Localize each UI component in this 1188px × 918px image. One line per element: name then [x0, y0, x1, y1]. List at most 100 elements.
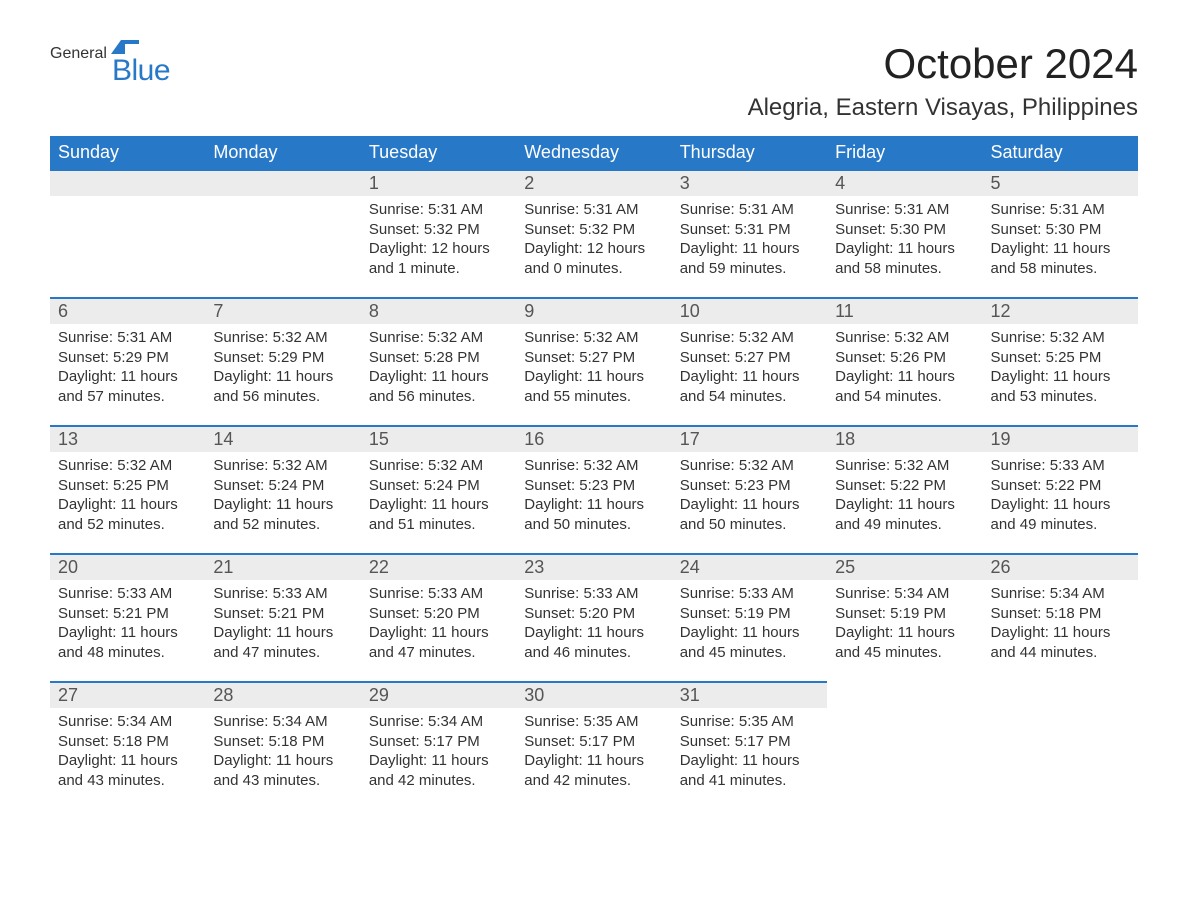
day-number: 23	[516, 553, 671, 580]
sunset-text: Sunset: 5:29 PM	[58, 348, 197, 368]
day-number: 29	[361, 681, 516, 708]
sunset-text: Sunset: 5:25 PM	[58, 476, 197, 496]
calendar-day-cell: 12Sunrise: 5:32 AMSunset: 5:25 PMDayligh…	[983, 297, 1138, 425]
daylight-text-line2: and 43 minutes.	[58, 771, 197, 791]
day-details: Sunrise: 5:35 AMSunset: 5:17 PMDaylight:…	[672, 708, 827, 798]
daylight-text-line1: Daylight: 11 hours	[680, 751, 819, 771]
sunrise-text: Sunrise: 5:32 AM	[369, 456, 508, 476]
daylight-text-line1: Daylight: 11 hours	[213, 751, 352, 771]
calendar-day-cell: 14Sunrise: 5:32 AMSunset: 5:24 PMDayligh…	[205, 425, 360, 553]
day-details: Sunrise: 5:32 AMSunset: 5:27 PMDaylight:…	[516, 324, 671, 414]
calendar-day-cell: 2Sunrise: 5:31 AMSunset: 5:32 PMDaylight…	[516, 169, 671, 297]
calendar-day-cell: 22Sunrise: 5:33 AMSunset: 5:20 PMDayligh…	[361, 553, 516, 681]
calendar-day-cell: 5Sunrise: 5:31 AMSunset: 5:30 PMDaylight…	[983, 169, 1138, 297]
daylight-text-line2: and 47 minutes.	[369, 643, 508, 663]
calendar-day-cell: 4Sunrise: 5:31 AMSunset: 5:30 PMDaylight…	[827, 169, 982, 297]
day-number: 15	[361, 425, 516, 452]
day-number: 12	[983, 297, 1138, 324]
daylight-text-line2: and 52 minutes.	[58, 515, 197, 535]
day-header: Thursday	[672, 136, 827, 169]
sunset-text: Sunset: 5:23 PM	[524, 476, 663, 496]
day-number: 11	[827, 297, 982, 324]
calendar-week-row: 20Sunrise: 5:33 AMSunset: 5:21 PMDayligh…	[50, 553, 1138, 681]
day-details: Sunrise: 5:33 AMSunset: 5:21 PMDaylight:…	[205, 580, 360, 670]
daylight-text-line1: Daylight: 11 hours	[58, 495, 197, 515]
day-number: 5	[983, 169, 1138, 196]
sunset-text: Sunset: 5:23 PM	[680, 476, 819, 496]
daylight-text-line2: and 54 minutes.	[680, 387, 819, 407]
calendar-day-cell: 15Sunrise: 5:32 AMSunset: 5:24 PMDayligh…	[361, 425, 516, 553]
day-header: Sunday	[50, 136, 205, 169]
logo: General Blue	[50, 40, 170, 86]
sunset-text: Sunset: 5:25 PM	[991, 348, 1130, 368]
daylight-text-line2: and 0 minutes.	[524, 259, 663, 279]
day-header: Friday	[827, 136, 982, 169]
sunset-text: Sunset: 5:21 PM	[213, 604, 352, 624]
day-number: 4	[827, 169, 982, 196]
day-details: Sunrise: 5:33 AMSunset: 5:19 PMDaylight:…	[672, 580, 827, 670]
day-details: Sunrise: 5:32 AMSunset: 5:22 PMDaylight:…	[827, 452, 982, 542]
calendar-day-cell: 9Sunrise: 5:32 AMSunset: 5:27 PMDaylight…	[516, 297, 671, 425]
day-number	[205, 169, 360, 196]
daylight-text-line2: and 56 minutes.	[213, 387, 352, 407]
calendar-week-row: 1Sunrise: 5:31 AMSunset: 5:32 PMDaylight…	[50, 169, 1138, 297]
sunrise-text: Sunrise: 5:31 AM	[680, 200, 819, 220]
calendar-day-cell: 23Sunrise: 5:33 AMSunset: 5:20 PMDayligh…	[516, 553, 671, 681]
daylight-text-line1: Daylight: 11 hours	[835, 623, 974, 643]
sunrise-text: Sunrise: 5:32 AM	[524, 456, 663, 476]
calendar-day-cell: 7Sunrise: 5:32 AMSunset: 5:29 PMDaylight…	[205, 297, 360, 425]
sunset-text: Sunset: 5:19 PM	[835, 604, 974, 624]
sunrise-text: Sunrise: 5:33 AM	[991, 456, 1130, 476]
daylight-text-line2: and 57 minutes.	[58, 387, 197, 407]
daylight-text-line1: Daylight: 11 hours	[991, 239, 1130, 259]
daylight-text-line2: and 41 minutes.	[680, 771, 819, 791]
calendar-day-cell: 26Sunrise: 5:34 AMSunset: 5:18 PMDayligh…	[983, 553, 1138, 681]
calendar-day-cell: 17Sunrise: 5:32 AMSunset: 5:23 PMDayligh…	[672, 425, 827, 553]
calendar-header: SundayMondayTuesdayWednesdayThursdayFrid…	[50, 136, 1138, 169]
calendar-week-row: 6Sunrise: 5:31 AMSunset: 5:29 PMDaylight…	[50, 297, 1138, 425]
calendar-day-cell	[983, 681, 1138, 809]
sunrise-text: Sunrise: 5:32 AM	[524, 328, 663, 348]
calendar-day-cell: 25Sunrise: 5:34 AMSunset: 5:19 PMDayligh…	[827, 553, 982, 681]
sunset-text: Sunset: 5:27 PM	[680, 348, 819, 368]
daylight-text-line2: and 42 minutes.	[369, 771, 508, 791]
daylight-text-line1: Daylight: 11 hours	[524, 623, 663, 643]
day-details: Sunrise: 5:33 AMSunset: 5:22 PMDaylight:…	[983, 452, 1138, 542]
day-number: 17	[672, 425, 827, 452]
sunrise-text: Sunrise: 5:32 AM	[58, 456, 197, 476]
sunrise-text: Sunrise: 5:31 AM	[58, 328, 197, 348]
day-details	[827, 707, 982, 787]
sunset-text: Sunset: 5:31 PM	[680, 220, 819, 240]
daylight-text-line2: and 49 minutes.	[991, 515, 1130, 535]
calendar-day-cell: 8Sunrise: 5:32 AMSunset: 5:28 PMDaylight…	[361, 297, 516, 425]
day-details: Sunrise: 5:33 AMSunset: 5:20 PMDaylight:…	[516, 580, 671, 670]
day-details: Sunrise: 5:34 AMSunset: 5:19 PMDaylight:…	[827, 580, 982, 670]
sunrise-text: Sunrise: 5:33 AM	[680, 584, 819, 604]
calendar-day-cell: 11Sunrise: 5:32 AMSunset: 5:26 PMDayligh…	[827, 297, 982, 425]
calendar-day-cell: 10Sunrise: 5:32 AMSunset: 5:27 PMDayligh…	[672, 297, 827, 425]
daylight-text-line1: Daylight: 11 hours	[524, 751, 663, 771]
calendar-day-cell: 16Sunrise: 5:32 AMSunset: 5:23 PMDayligh…	[516, 425, 671, 553]
calendar-day-cell: 27Sunrise: 5:34 AMSunset: 5:18 PMDayligh…	[50, 681, 205, 809]
sunrise-text: Sunrise: 5:33 AM	[58, 584, 197, 604]
day-number: 19	[983, 425, 1138, 452]
daylight-text-line1: Daylight: 11 hours	[835, 239, 974, 259]
day-details: Sunrise: 5:32 AMSunset: 5:29 PMDaylight:…	[205, 324, 360, 414]
day-number: 22	[361, 553, 516, 580]
sunset-text: Sunset: 5:18 PM	[213, 732, 352, 752]
day-details: Sunrise: 5:32 AMSunset: 5:24 PMDaylight:…	[361, 452, 516, 542]
day-number: 9	[516, 297, 671, 324]
daylight-text-line2: and 58 minutes.	[835, 259, 974, 279]
sunset-text: Sunset: 5:19 PM	[680, 604, 819, 624]
daylight-text-line1: Daylight: 11 hours	[680, 495, 819, 515]
day-number: 3	[672, 169, 827, 196]
day-details: Sunrise: 5:33 AMSunset: 5:20 PMDaylight:…	[361, 580, 516, 670]
day-header: Saturday	[983, 136, 1138, 169]
sunset-text: Sunset: 5:24 PM	[213, 476, 352, 496]
day-header: Wednesday	[516, 136, 671, 169]
sunset-text: Sunset: 5:21 PM	[58, 604, 197, 624]
day-details: Sunrise: 5:35 AMSunset: 5:17 PMDaylight:…	[516, 708, 671, 798]
day-number: 31	[672, 681, 827, 708]
daylight-text-line2: and 47 minutes.	[213, 643, 352, 663]
day-details: Sunrise: 5:31 AMSunset: 5:31 PMDaylight:…	[672, 196, 827, 286]
